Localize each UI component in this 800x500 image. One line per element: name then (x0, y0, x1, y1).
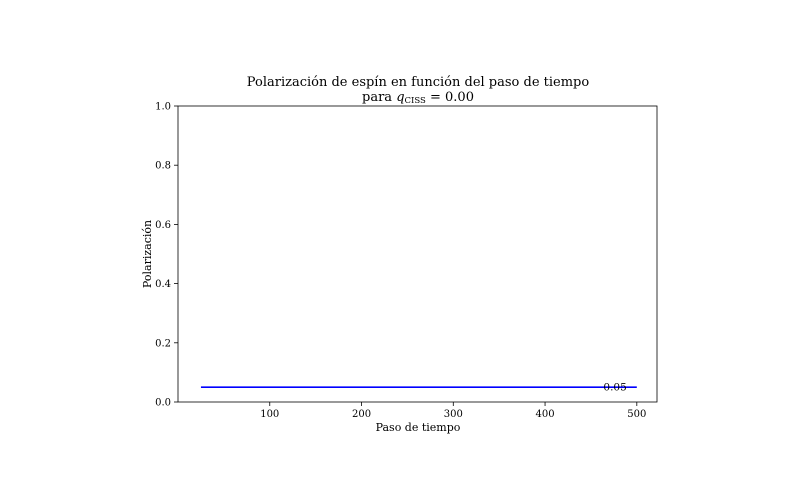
x-axis: 100 200 300 400 500 (260, 402, 646, 420)
x-axis-label: Paso de tiempo (376, 421, 461, 434)
y-axis: 0.0 0.2 0.4 0.6 0.8 1.0 (155, 102, 178, 409)
chart-subtitle: para qCISS = 0.00 (362, 90, 474, 106)
x-tick-label: 200 (352, 409, 371, 420)
y-tick-label: 0.2 (155, 338, 171, 349)
annotation-layer: 0.05 (603, 382, 626, 394)
chart-title: Polarización de espín en función del pas… (247, 75, 590, 106)
data-label: 0.05 (603, 382, 626, 394)
subtitle-prefix: para (362, 90, 396, 105)
y-tick-label: 0.6 (155, 220, 171, 231)
plot-frame (177, 105, 658, 403)
subtitle-suffix: = 0.00 (426, 90, 474, 105)
y-tick-label: 0.0 (155, 398, 171, 409)
y-tick-label: 0.4 (155, 279, 171, 290)
x-tick-label: 300 (444, 409, 463, 420)
x-tick-label: 400 (536, 409, 555, 420)
x-tick-label: 500 (627, 409, 646, 420)
plot-area (177, 105, 658, 403)
x-tick-label: 100 (260, 409, 279, 420)
chart-title-line1: Polarización de espín en función del pas… (247, 75, 590, 90)
subtitle-subscript: CISS (405, 96, 427, 106)
y-tick-label: 1.0 (155, 102, 171, 113)
y-tick-label: 0.8 (155, 161, 171, 172)
y-axis-label: Polarización (141, 220, 154, 288)
subtitle-variable: q (396, 90, 404, 105)
